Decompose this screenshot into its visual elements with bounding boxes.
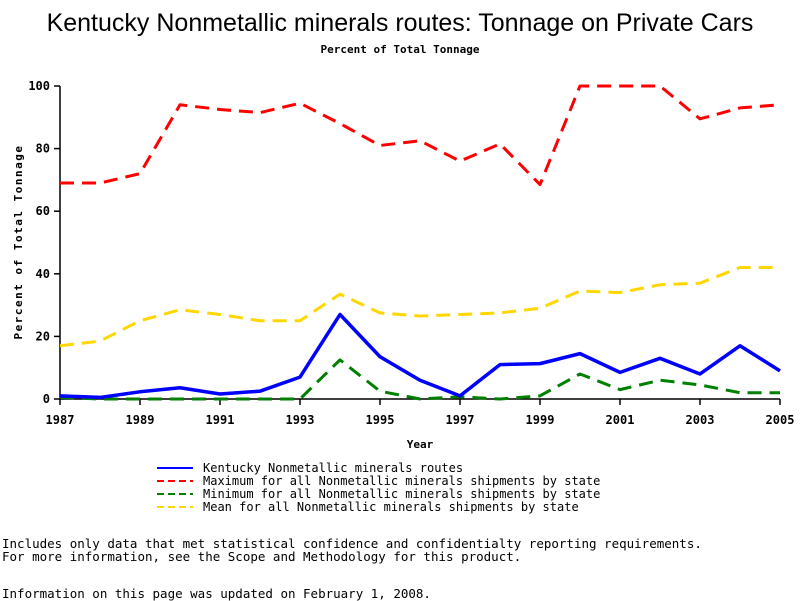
x-tick-label: 2003 [686, 413, 715, 427]
x-tick-label: 1987 [46, 413, 75, 427]
series-line-2 [59, 358, 780, 401]
x-tick-label: 2005 [766, 413, 795, 427]
x-axis-label: Year [407, 438, 434, 451]
note-methodology: For more information, see the Scope and … [2, 549, 522, 564]
plot-axes [59, 86, 780, 400]
note-confidence: Includes only data that met statistical … [2, 536, 702, 551]
x-tick-label: 1995 [366, 413, 395, 427]
x-tick-label: 1999 [526, 413, 555, 427]
legend-label-0: Kentucky Nonmetallic minerals routes [203, 461, 463, 475]
legend: Kentucky Nonmetallic minerals routesMaxi… [157, 461, 600, 514]
x-tick-label: 2001 [606, 413, 635, 427]
y-axis-label: Percent of Total Tonnage [12, 145, 25, 340]
series-line-1 [60, 84, 781, 187]
y-tick-label: 100 [28, 79, 50, 93]
y-tick-label: 20 [36, 329, 50, 343]
y-tick-label: 60 [36, 204, 50, 218]
legend-label-2: Minimum for all Nonmetallic minerals shi… [203, 487, 600, 501]
axis-ticks: 1987 1989 1991 1993 1995 1997 1999 2001 2003 2005… [28, 79, 794, 427]
series-line-3 [59, 266, 780, 348]
legend-label-3: Mean for all Nonmetallic minerals shipme… [203, 500, 579, 514]
chart-subtitle: Percent of Total Tonnage [321, 43, 480, 56]
x-tick-label: 1993 [286, 413, 315, 427]
y-tick-label: 40 [36, 267, 50, 281]
x-tick-label: 1997 [446, 413, 475, 427]
note-updated: Information on this page was updated on … [2, 586, 431, 601]
y-tick-label: 80 [36, 142, 50, 156]
x-tick-label: 1989 [126, 413, 155, 427]
y-tick-label: 0 [43, 392, 50, 406]
series-line-0 [59, 312, 781, 400]
series-lines [59, 84, 781, 401]
x-tick-label: 1991 [206, 413, 235, 427]
chart-title: Kentucky Nonmetallic minerals routes: To… [47, 9, 754, 37]
legend-label-1: Maximum for all Nonmetallic minerals shi… [203, 474, 600, 488]
